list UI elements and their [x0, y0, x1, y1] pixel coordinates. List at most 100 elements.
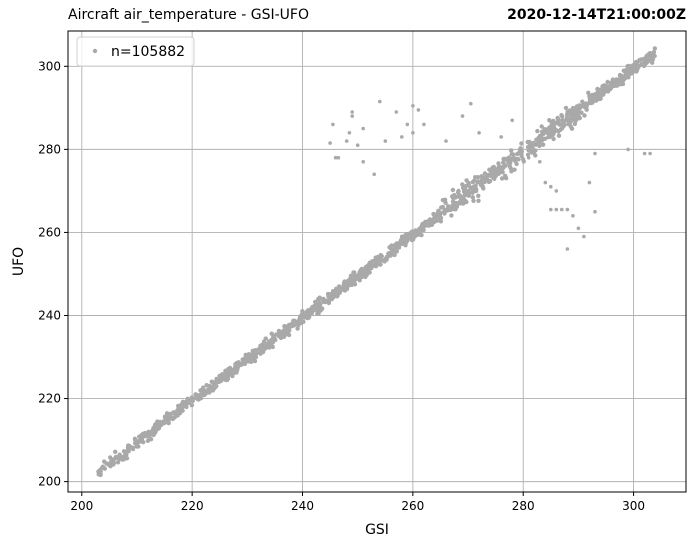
- outlier-point: [549, 184, 553, 189]
- data-point: [209, 379, 214, 384]
- outlier-point: [350, 110, 355, 114]
- data-point: [600, 84, 605, 89]
- data-point: [189, 395, 195, 400]
- outlier-point: [469, 101, 473, 106]
- outlier-point: [560, 207, 564, 212]
- data-point: [165, 420, 171, 425]
- outlier-point: [582, 234, 586, 239]
- data-point: [336, 287, 342, 293]
- data-point: [509, 152, 514, 157]
- outlier-point: [565, 207, 570, 212]
- data-point: [126, 443, 131, 448]
- data-point: [235, 365, 240, 370]
- data-points: [96, 46, 658, 478]
- data-point: [100, 464, 106, 469]
- data-point: [213, 383, 219, 389]
- data-point: [241, 359, 246, 364]
- outlier-point: [587, 180, 592, 185]
- data-point: [346, 283, 351, 288]
- data-point: [351, 270, 356, 275]
- data-point: [449, 213, 454, 218]
- data-point: [417, 226, 423, 232]
- data-point: [186, 400, 192, 405]
- data-point: [134, 442, 139, 447]
- data-point: [518, 150, 524, 155]
- legend-box: [76, 36, 195, 67]
- data-point: [130, 445, 136, 450]
- outlier-point: [394, 110, 399, 114]
- outlier-point: [333, 155, 338, 160]
- data-point: [622, 74, 627, 80]
- data-point: [514, 161, 519, 167]
- data-point: [555, 119, 561, 124]
- data-point: [278, 335, 284, 341]
- data-point: [615, 80, 620, 85]
- data-point: [284, 327, 289, 333]
- outlier-point: [532, 151, 537, 156]
- outlier-point: [549, 207, 553, 212]
- data-point: [375, 254, 380, 260]
- outlier-point: [538, 160, 542, 164]
- data-point: [519, 141, 524, 146]
- data-point: [503, 163, 508, 168]
- data-point: [398, 237, 404, 243]
- data-point: [627, 64, 633, 69]
- outlier-point: [331, 122, 335, 127]
- data-point: [443, 207, 448, 213]
- data-point: [608, 80, 613, 86]
- data-point: [560, 114, 565, 119]
- chart-title: Aircraft air_temperature - GSI-UFO: [68, 7, 309, 23]
- data-point: [335, 293, 340, 298]
- data-point: [258, 351, 263, 356]
- data-point: [480, 184, 485, 189]
- data-point: [316, 296, 321, 302]
- data-point: [359, 266, 364, 272]
- outlier-point: [400, 135, 404, 139]
- data-point: [456, 188, 461, 194]
- data-point: [311, 307, 316, 312]
- data-point: [580, 103, 585, 108]
- data-point: [493, 173, 498, 179]
- data-point: [245, 358, 251, 363]
- data-point: [253, 354, 258, 360]
- data-point: [201, 387, 206, 392]
- data-point: [407, 231, 413, 236]
- data-point: [442, 211, 447, 216]
- chart-timestamp: 2020-12-14T21:00:00Z: [507, 7, 686, 23]
- data-point: [115, 460, 121, 465]
- data-point: [321, 299, 326, 305]
- data-point: [440, 197, 446, 203]
- outlier-point: [328, 141, 332, 145]
- plot-frame: [67, 30, 687, 493]
- x-tick-label: 260: [401, 499, 424, 513]
- data-point: [261, 339, 267, 344]
- outlier-point: [510, 118, 514, 123]
- data-point: [501, 160, 506, 165]
- data-point: [499, 176, 505, 181]
- legend-marker: [92, 48, 98, 54]
- outlier-point: [526, 155, 531, 160]
- data-point: [598, 96, 603, 102]
- data-point: [205, 387, 211, 392]
- data-point: [520, 157, 526, 162]
- data-point: [473, 188, 479, 194]
- data-point: [462, 189, 467, 195]
- y-axis-label: UFO: [11, 247, 27, 276]
- outlier-point: [347, 131, 352, 135]
- data-point: [479, 180, 484, 185]
- data-point: [204, 383, 209, 388]
- data-point: [117, 452, 122, 457]
- data-point: [560, 118, 565, 123]
- y-tick-label: 260: [38, 225, 61, 239]
- outlier-point: [593, 151, 597, 156]
- data-point: [547, 134, 552, 139]
- data-point: [450, 199, 456, 204]
- data-point: [602, 89, 607, 94]
- data-point: [234, 370, 239, 375]
- data-point: [570, 105, 576, 111]
- data-point: [190, 398, 195, 404]
- data-point: [471, 178, 477, 183]
- data-point: [328, 295, 333, 300]
- data-point: [506, 159, 511, 164]
- data-point: [645, 59, 650, 64]
